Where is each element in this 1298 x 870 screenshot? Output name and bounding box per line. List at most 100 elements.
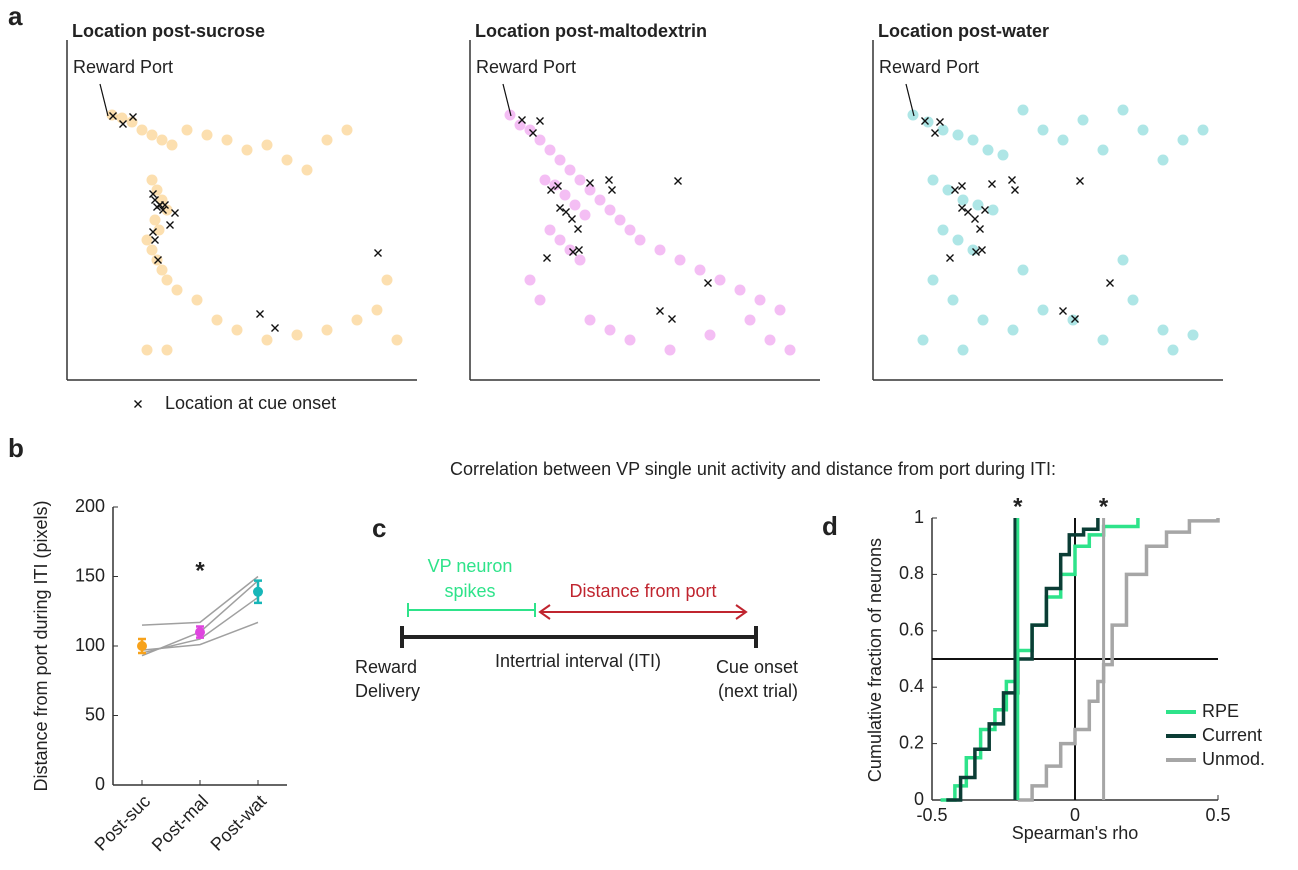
x-tick-label: Post-mal	[148, 791, 212, 855]
arrow-head	[538, 604, 748, 620]
mean-marker	[195, 627, 205, 638]
location-dot	[957, 344, 969, 356]
y-tick-label: 0	[914, 789, 924, 809]
panel-label: b	[8, 433, 24, 463]
cue-cross	[971, 215, 979, 223]
location-dot	[957, 194, 969, 206]
location-dot	[579, 209, 591, 221]
location-dot	[1167, 344, 1179, 356]
location-dot	[1057, 134, 1069, 146]
cue-cross	[951, 186, 959, 194]
location-dot	[952, 129, 964, 141]
location-dot	[151, 254, 163, 266]
location-dot	[559, 189, 571, 201]
location-dot	[714, 274, 726, 286]
location-dot	[654, 244, 666, 256]
location-dot	[301, 164, 313, 176]
x-tick-label: Post-suc	[91, 791, 155, 855]
location-dot	[534, 294, 546, 306]
location-dot	[1077, 114, 1089, 126]
location-dot	[166, 139, 178, 151]
cue-cross	[1106, 279, 1114, 287]
cue-cross	[936, 118, 944, 126]
cue-cross	[931, 129, 939, 137]
location-dot	[1137, 124, 1149, 136]
legend-cross	[134, 400, 142, 408]
location-dot	[952, 234, 964, 246]
cue-cross	[149, 228, 157, 236]
cue-cross	[543, 254, 551, 262]
legend-label: Unmod.	[1202, 749, 1265, 769]
cdf-line	[946, 518, 1100, 802]
end-label: Cue onset	[716, 657, 798, 677]
location-dot	[514, 119, 526, 131]
location-dot	[997, 149, 1009, 161]
chart-title: Location post-maltodextrin	[475, 21, 707, 41]
location-dot	[634, 234, 646, 246]
annotation: Reward Port	[73, 57, 173, 77]
y-axis-label: Distance from port during ITI (pixels)	[31, 500, 51, 791]
cue-cross	[374, 249, 382, 257]
subject-line	[141, 575, 259, 626]
cue-cross	[981, 206, 989, 214]
location-dot	[927, 274, 939, 286]
location-dot	[987, 204, 999, 216]
subject-line	[141, 621, 259, 651]
location-dot	[554, 154, 566, 166]
location-dot	[351, 314, 363, 326]
location-dot	[614, 214, 626, 226]
location-dot	[534, 134, 546, 146]
location-dot	[1037, 124, 1049, 136]
cue-cross	[161, 201, 169, 209]
location-dot	[549, 179, 561, 191]
cue-cross	[129, 113, 137, 121]
cue-cross	[271, 324, 279, 332]
location-dot	[136, 124, 148, 136]
location-dot	[544, 144, 556, 156]
location-dot	[942, 184, 954, 196]
cue-cross	[668, 315, 676, 323]
location-dot	[734, 284, 746, 296]
location-dot	[1177, 134, 1189, 146]
panel-label: c	[372, 513, 386, 543]
location-dot	[1187, 329, 1199, 341]
start-label: Reward	[355, 657, 417, 677]
y-tick-label: 0.2	[899, 732, 924, 752]
location-dot	[1007, 324, 1019, 336]
location-dot	[1157, 324, 1169, 336]
y-tick-label: 0	[95, 774, 105, 794]
location-dot	[1127, 294, 1139, 306]
location-dot	[594, 194, 606, 206]
cue-cross	[562, 208, 570, 216]
cue-cross	[529, 129, 537, 137]
location-dot	[604, 324, 616, 336]
location-dot	[161, 204, 173, 216]
x-tick-label: 0	[1070, 805, 1080, 825]
location-dot	[704, 329, 716, 341]
cue-cross	[605, 176, 613, 184]
location-dot	[1097, 144, 1109, 156]
significance: *	[1099, 493, 1109, 520]
cue-cross	[536, 117, 544, 125]
location-dot	[937, 224, 949, 236]
location-dot	[754, 294, 766, 306]
location-dot	[149, 214, 161, 226]
cue-cross	[166, 221, 174, 229]
y-tick-label: 0.8	[899, 563, 924, 583]
cue-cross	[568, 215, 576, 223]
location-dot	[161, 344, 173, 356]
location-dot	[156, 264, 168, 276]
location-dot	[156, 194, 168, 206]
x-tick-label: 0.5	[1205, 805, 1230, 825]
annotation-line	[99, 83, 109, 117]
cue-cross	[921, 117, 929, 125]
location-dot	[784, 344, 796, 356]
cue-cross	[109, 112, 117, 120]
location-dot	[917, 334, 929, 346]
location-dot	[624, 334, 636, 346]
cue-cross	[149, 190, 157, 198]
cue-cross	[575, 246, 583, 254]
location-dot	[1017, 104, 1029, 116]
annotation-line	[502, 83, 512, 117]
